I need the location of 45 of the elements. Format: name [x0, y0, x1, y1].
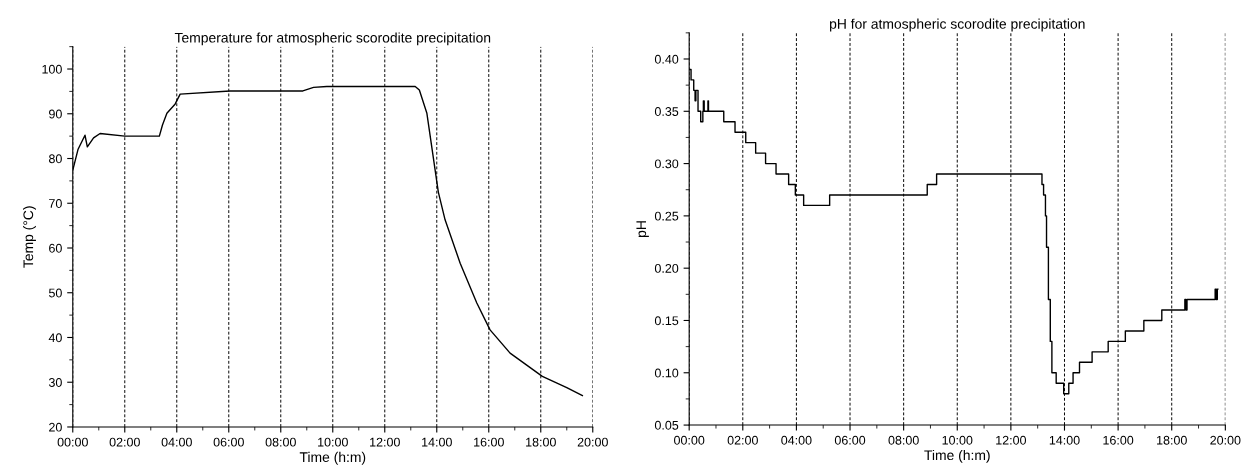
y-tick-label: 70 — [49, 199, 62, 208]
x-tick-label: 16:00 — [474, 437, 504, 447]
x-tick-label: 12:00 — [996, 435, 1027, 445]
x-tick-label: 10:00 — [942, 435, 973, 445]
chart-title: Temperature for atmospheric scorodite precipitation — [174, 32, 491, 46]
y-tick-label: 40 — [48, 333, 62, 343]
x-tick-label: 06:00 — [213, 437, 244, 447]
x-tick-label: 08:00 — [888, 435, 919, 445]
x-tick-label: 20:00 — [1210, 435, 1241, 445]
y-tick-label: 0.15 — [654, 316, 679, 326]
y-tick-label: 0.30 — [654, 159, 679, 169]
y-tick-label: 90 — [49, 109, 62, 119]
x-tick-label: 02:00 — [727, 435, 758, 445]
x-tick-label: 04:00 — [781, 435, 812, 445]
x-tick-label: 18:00 — [1157, 435, 1187, 445]
y-tick-label: 0.10 — [654, 368, 679, 378]
y-tick-label: 0.05 — [654, 420, 679, 430]
x-tick-label: 04:00 — [161, 437, 192, 447]
x-tick-label: 14:00 — [1049, 435, 1080, 445]
y-tick-label: 0.20 — [654, 263, 679, 273]
x-axis-title: Time (h:m) — [924, 449, 990, 463]
y-tick-label: 50 — [48, 288, 62, 298]
y-axis-title: pH — [636, 221, 649, 237]
y-tick-label: 100 — [42, 64, 62, 74]
y-axis-title: Temp (°C) — [23, 206, 36, 268]
x-tick-label: 18:00 — [526, 437, 556, 447]
y-tick-label: 20 — [49, 422, 62, 432]
x-axis-title: Time (h:m) — [299, 451, 366, 465]
x-tick-label: 10:00 — [318, 437, 348, 447]
x-tick-label: 16:00 — [1103, 435, 1134, 445]
y-tick-label: 30 — [48, 378, 62, 387]
y-tick-label: 0.35 — [654, 107, 679, 116]
y-tick-label: 0.25 — [654, 211, 679, 221]
x-tick-label: 08:00 — [265, 437, 296, 447]
x-tick-label: 20:00 — [577, 437, 608, 447]
y-tick-label: 0.40 — [654, 54, 679, 64]
y-tick-label: 80 — [49, 154, 62, 164]
x-tick-label: 12:00 — [370, 437, 400, 447]
y-tick-label: 60 — [49, 243, 62, 253]
chart-title: pH for atmospheric scorodite precipitation — [830, 18, 1085, 32]
x-tick-label: 14:00 — [422, 437, 452, 447]
x-tick-label: 06:00 — [834, 435, 866, 445]
x-tick-label: 02:00 — [109, 437, 140, 447]
x-tick-label: 00:00 — [57, 437, 88, 447]
x-tick-label: 00:00 — [674, 435, 705, 445]
